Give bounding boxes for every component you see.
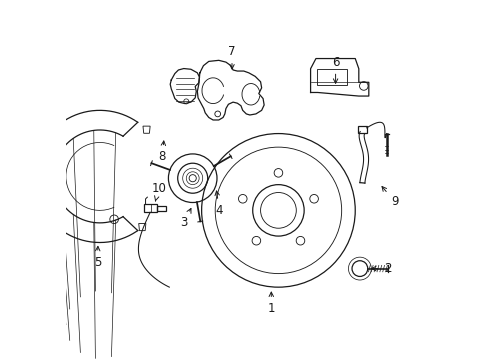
Text: 1: 1 bbox=[267, 292, 274, 315]
Text: 7: 7 bbox=[228, 45, 235, 69]
Text: 5: 5 bbox=[93, 246, 101, 269]
Text: 6: 6 bbox=[331, 55, 339, 83]
Text: 9: 9 bbox=[381, 186, 397, 208]
Bar bbox=[357, 126, 366, 133]
Text: 8: 8 bbox=[158, 141, 166, 163]
Text: 10: 10 bbox=[151, 183, 166, 201]
Bar bbox=[144, 204, 157, 212]
Bar bbox=[316, 68, 346, 85]
Bar bbox=[157, 206, 166, 211]
Text: 4: 4 bbox=[215, 191, 223, 217]
Text: 3: 3 bbox=[180, 208, 191, 229]
Text: 2: 2 bbox=[371, 262, 390, 275]
